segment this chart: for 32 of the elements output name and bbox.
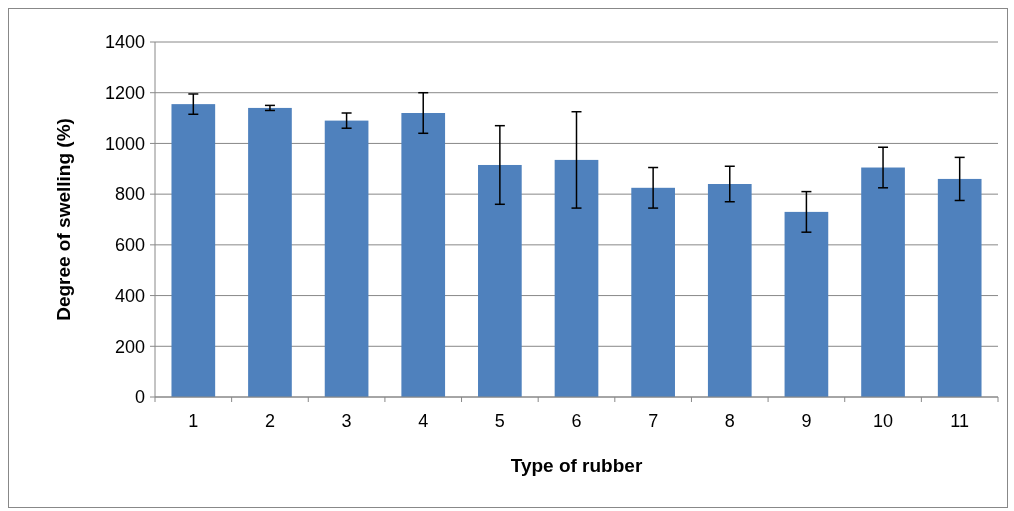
y-tick-label: 1000 [104,133,145,154]
bar [784,211,829,397]
x-tick-label: 11 [950,411,970,431]
x-tick-label: 9 [801,411,812,431]
y-tick-label: 1200 [104,83,145,104]
bar [324,120,369,397]
bar [248,107,292,397]
x-tick-label: 10 [873,411,894,431]
x-tick-label: 1 [188,411,199,431]
y-tick-label: 200 [114,336,145,357]
x-tick-label: 5 [494,411,505,431]
x-tick-label: 2 [264,411,275,431]
x-tick-label: 4 [418,411,429,431]
x-tick-label: 8 [724,411,735,431]
bar [861,167,905,397]
x-axis-title: Type of rubber [510,455,643,476]
y-tick-label: 0 [134,387,145,408]
y-axis-title: Degree of swelling (%) [53,118,74,321]
bar [171,104,216,397]
y-tick-label: 400 [114,285,145,306]
x-tick-label: 7 [648,411,659,431]
bar [707,184,752,397]
x-tick-label: 3 [341,411,352,431]
bar [631,187,675,397]
y-tick-label: 600 [114,235,145,256]
x-tick-label: 6 [571,411,582,431]
y-tick-label: 1400 [104,32,145,53]
bar [478,164,522,397]
bar [937,178,982,397]
bar [401,113,446,397]
y-tick-label: 800 [114,184,145,205]
bar [554,159,599,397]
